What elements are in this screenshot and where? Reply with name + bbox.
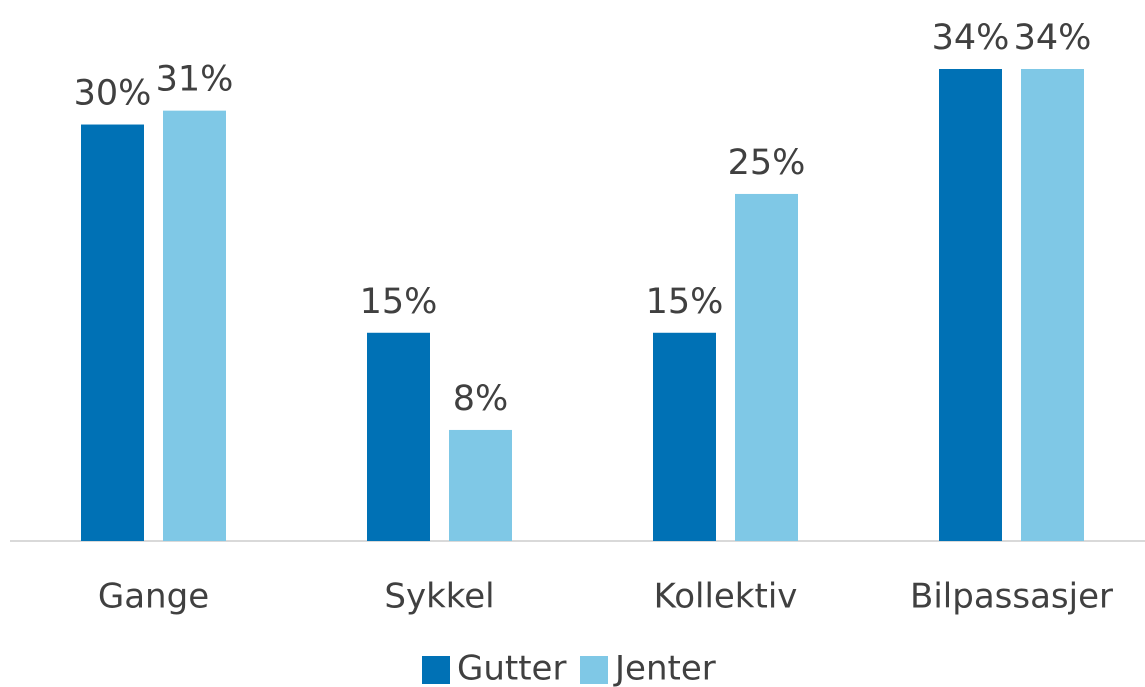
bar — [449, 429, 512, 541]
bar — [163, 110, 226, 541]
data-label: 15% — [360, 282, 438, 322]
data-label: 31% — [156, 60, 234, 100]
legend-label: Gutter — [457, 649, 566, 687]
x-tick-label: Kollektiv — [654, 577, 798, 617]
legend-label: Jenter — [613, 649, 716, 687]
bar — [81, 124, 144, 541]
bar — [735, 193, 798, 542]
bar — [1021, 69, 1084, 541]
data-label: 15% — [646, 282, 724, 322]
data-label: 8% — [453, 379, 509, 419]
x-tick-label: Gange — [98, 577, 209, 617]
data-label: 34% — [1014, 18, 1092, 58]
x-tick-label: Bilpassasjer — [910, 577, 1113, 617]
data-label: 34% — [932, 18, 1010, 58]
bar — [367, 332, 430, 541]
bar — [653, 332, 716, 541]
bar — [939, 69, 1002, 541]
legend-swatch — [422, 656, 450, 684]
data-label: 25% — [728, 143, 806, 183]
data-label: 30% — [74, 74, 152, 114]
legend-swatch — [580, 656, 608, 684]
x-tick-label: Sykkel — [384, 577, 494, 617]
